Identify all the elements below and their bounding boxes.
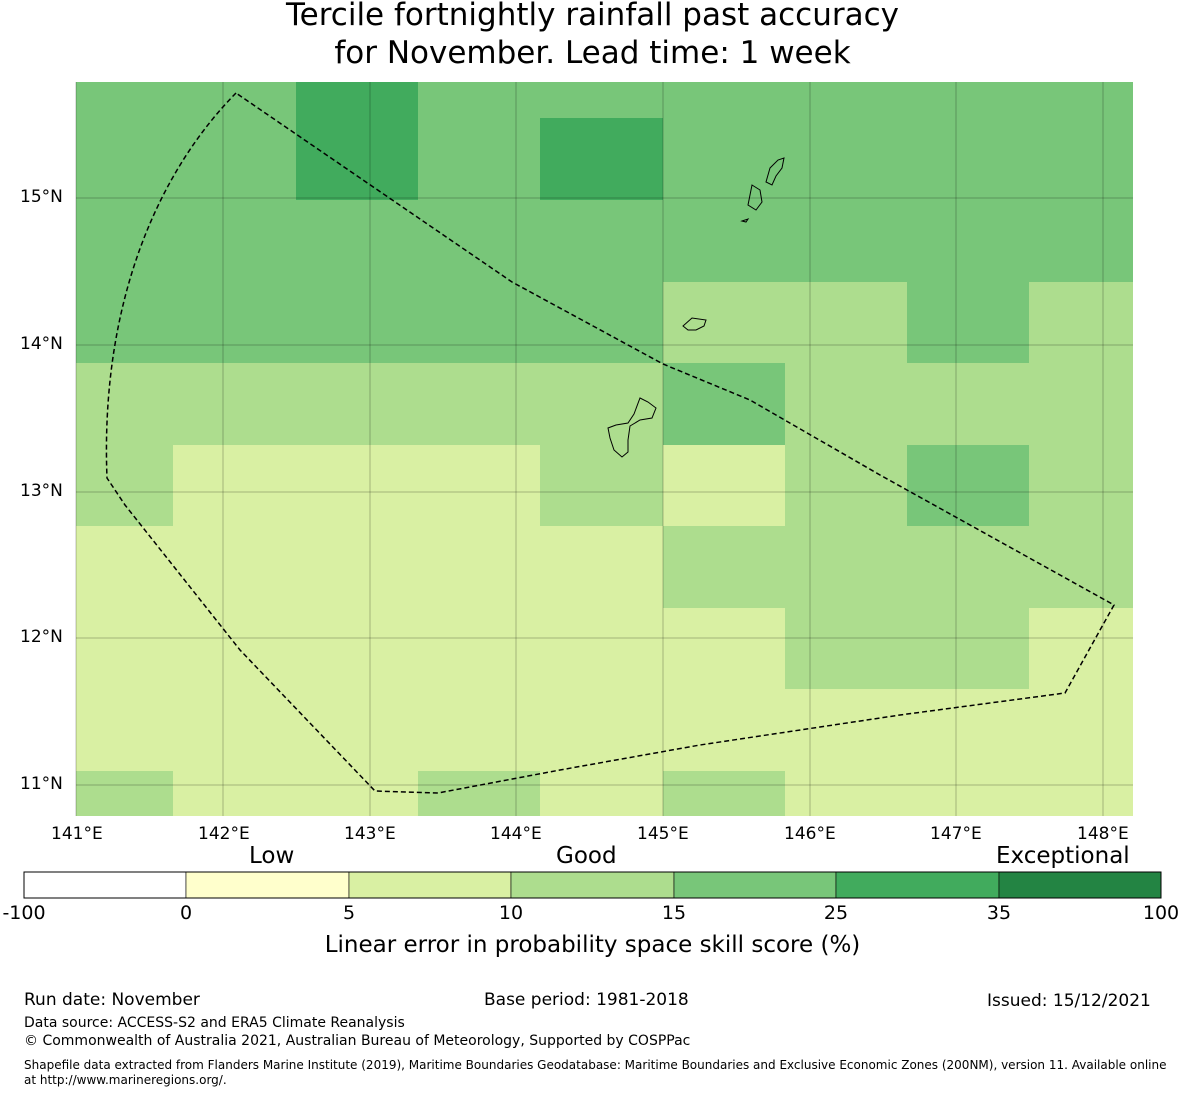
grid-cell [1029, 608, 1133, 689]
map-title: Tercile fortnightly rainfall past accura… [0, 0, 1185, 72]
colorbar-segment [348, 871, 512, 899]
grid-cell [418, 771, 540, 816]
colorbar [23, 871, 1162, 899]
colorbar-tick: 0 [179, 902, 193, 924]
grid-cell [76, 282, 663, 363]
aguijan-island [740, 218, 750, 223]
colorbar-tick: 35 [986, 902, 1012, 924]
run-date: Run date: November [24, 990, 200, 1010]
grid-cell [173, 771, 418, 816]
rota-island [682, 317, 707, 331]
islands [607, 157, 785, 458]
grid-cell [907, 445, 1029, 526]
grid-cell [173, 445, 540, 526]
colorbar-tick: 15 [661, 902, 687, 924]
lon-label: 146°E [784, 824, 836, 844]
colorbar-tick: 100 [1142, 902, 1180, 924]
lon-label: 143°E [344, 824, 396, 844]
colorbar-tick: -100 [2, 902, 46, 924]
colorbar-label: Linear error in probability space skill … [324, 932, 861, 958]
title-line-1: Tercile fortnightly rainfall past accura… [285, 0, 900, 33]
base-period: Base period: 1981-2018 [484, 990, 689, 1010]
colorbar-tick: 10 [498, 902, 524, 924]
grid-cell [540, 118, 663, 200]
colorbar-segment [185, 871, 350, 899]
grid-cell [76, 771, 173, 816]
grid-cell [1029, 445, 1133, 526]
grid-cell [663, 445, 785, 526]
lat-label: 15°N [20, 187, 63, 207]
grid-cell [785, 445, 907, 526]
grid-cell [785, 771, 1133, 816]
colorbar-segment [673, 871, 837, 899]
colorbar-segment [510, 871, 675, 899]
colorbar-category-good: Good [556, 843, 617, 869]
lat-label: 13°N [20, 481, 63, 501]
lat-label: 11°N [20, 774, 63, 794]
eez-boundary [105, 92, 1116, 794]
lon-label: 147°E [930, 824, 982, 844]
grid-cell [76, 608, 785, 689]
lat-label: 12°N [20, 627, 63, 647]
colorbar-tick: 5 [342, 902, 356, 924]
saipan-island [765, 157, 785, 186]
colorbar-category-low: Low [249, 843, 295, 869]
colorbar-segment [998, 871, 1162, 899]
grid-cell [76, 689, 1133, 771]
lon-label: 144°E [490, 824, 542, 844]
issued-date: Issued: 15/12/2021 [987, 991, 1151, 1011]
grid-cell [907, 282, 1029, 363]
lat-label: 14°N [20, 334, 63, 354]
lon-label: 142°E [198, 824, 250, 844]
colorbar-segment [23, 871, 187, 899]
grid-cell [663, 526, 1133, 608]
grid-cell [540, 445, 663, 526]
colorbar-category-exceptional: Exceptional [996, 843, 1130, 869]
title-line-2: for November. Lead time: 1 week [334, 35, 851, 71]
grid-cell [296, 82, 418, 200]
grid-cell [785, 608, 1029, 689]
grid-cell [540, 771, 663, 816]
grid-cell [663, 771, 785, 816]
map-gridlines [75, 82, 1133, 816]
grid-cell [663, 363, 785, 445]
lon-label: 141°E [51, 824, 103, 844]
grid-cell [785, 363, 1133, 445]
lon-label: 148°E [1077, 824, 1129, 844]
shapefile-credit: Shapefile data extracted from Flanders M… [24, 1058, 1167, 1087]
grid-cell [76, 200, 1133, 282]
skill-grid [76, 82, 1133, 816]
tinian-island [747, 184, 763, 211]
copyright: © Commonwealth of Australia 2021, Austra… [24, 1033, 691, 1049]
colorbar-segment [835, 871, 1000, 899]
colorbar-tick: 25 [823, 902, 849, 924]
grid-cell [1029, 282, 1133, 363]
grid-cell [663, 282, 907, 363]
data-source: Data source: ACCESS-S2 and ERA5 Climate … [24, 1015, 405, 1031]
grid-cell [76, 445, 173, 526]
guam-island [607, 397, 657, 458]
grid-cell [76, 363, 663, 445]
lon-label: 145°E [637, 824, 689, 844]
